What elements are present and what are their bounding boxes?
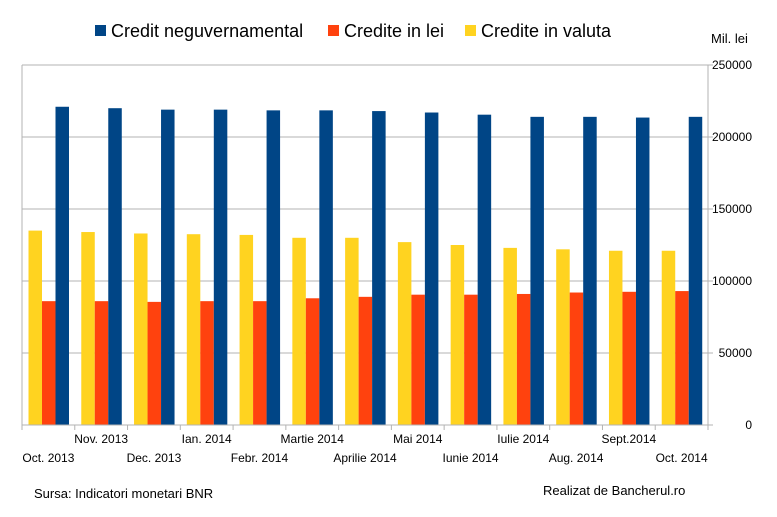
y-tick-label: 250000: [712, 58, 752, 72]
legend-label-credit-neguvernamental: Credit neguvernamental: [111, 21, 303, 41]
bar-credite-in-lei-dec-2013: [147, 301, 162, 425]
x-tick-label-martie-2014: Martie 2014: [281, 432, 345, 446]
x-tick-label-mai-2014: Mai 2014: [393, 432, 443, 446]
bar-credite-in-lei-aug-2014: [569, 292, 584, 425]
bar-credit-neguvernamental-sept-2014: [635, 117, 650, 425]
bar-credite-in-valuta-ian-2014: [186, 234, 201, 425]
legend-label-credite-in-valuta: Credite in valuta: [481, 21, 612, 41]
bar-credite-in-valuta-aug-2014: [556, 249, 570, 425]
bar-credite-in-lei-febr-2014: [253, 301, 267, 425]
bar-credite-in-lei-aprilie-2014: [358, 296, 373, 425]
bar-credit-neguvernamental-mai-2014: [424, 112, 439, 426]
bar-credit-neguvernamental-nov-2013: [108, 108, 122, 425]
legend-swatch-credite-in-lei: [328, 25, 339, 36]
legend-swatch-credit-neguvernamental: [95, 25, 106, 36]
bar-credite-in-valuta-nov-2013: [81, 232, 95, 425]
bar-credite-in-lei-sept-2014: [622, 291, 636, 425]
bar-credite-in-lei-oct-2014: [675, 291, 689, 425]
bar-credit-neguvernamental-dec-2013: [161, 109, 175, 425]
y-tick-label: 100000: [712, 274, 752, 288]
bar-credite-in-lei-iunie-2014: [464, 294, 478, 425]
x-tick-label-oct-2013: Oct. 2013: [22, 451, 74, 465]
source-note: Sursa: Indicatori monetari BNR: [34, 486, 214, 501]
chart-legend: Credit neguvernamental Credite in lei Cred…: [95, 21, 612, 41]
x-tick-label-oct-2014: Oct. 2014: [656, 451, 708, 465]
bar-credite-in-valuta-aprilie-2014: [345, 237, 359, 425]
x-tick-label-febr-2014: Febr. 2014: [231, 451, 289, 465]
x-tick-label-nov-2013: Nov. 2013: [74, 432, 128, 446]
x-tick-label-dec-2013: Dec. 2013: [127, 451, 182, 465]
x-tick-label-iunie-2014: Iunie 2014: [443, 451, 499, 465]
bar-credite-in-valuta-iunie-2014: [450, 245, 465, 425]
bar-credite-in-valuta-sept-2014: [608, 250, 623, 425]
chart-bars: [28, 106, 703, 426]
legend-label-credite-in-lei: Credite in lei: [344, 21, 444, 41]
y-tick-label: 200000: [712, 130, 752, 144]
bar-credite-in-valuta-oct-2014: [661, 250, 676, 425]
bar-credite-in-valuta-martie-2014: [292, 237, 306, 425]
x-tick-label-aug-2014: Aug. 2014: [549, 451, 604, 465]
bar-credite-in-lei-iulie-2014: [516, 293, 531, 425]
x-tick-label-ian-2014: Ian. 2014: [182, 432, 232, 446]
x-tick-label-sept-2014: Sept.2014: [601, 432, 656, 446]
credit-note: Realizat de Bancherul.ro: [543, 483, 686, 498]
bar-credit-neguvernamental-martie-2014: [319, 110, 333, 426]
y-tick-label: 0: [745, 418, 752, 432]
bar-credit-neguvernamental-ian-2014: [213, 109, 228, 425]
bar-chart: Credit neguvernamental Credite in lei Cred…: [21, 21, 752, 465]
bar-credite-in-valuta-oct-2013: [28, 230, 42, 425]
x-tick-label-iulie-2014: Iulie 2014: [497, 432, 549, 446]
y-tick-label: 50000: [719, 346, 753, 360]
y-axis-ticks: 0 50000 100000 150000 200000 250000: [712, 58, 752, 432]
bar-credit-neguvernamental-febr-2014: [266, 110, 281, 426]
bar-credite-in-lei-martie-2014: [305, 298, 320, 425]
bar-credite-in-valuta-febr-2014: [239, 234, 254, 425]
bar-credite-in-lei-oct-2013: [42, 301, 56, 425]
legend-swatch-credite-in-valuta: [465, 25, 476, 36]
bar-credite-in-lei-mai-2014: [411, 294, 425, 425]
bar-credite-in-valuta-iulie-2014: [503, 247, 517, 425]
bar-credit-neguvernamental-iunie-2014: [477, 114, 492, 426]
bar-credite-in-lei-nov-2013: [94, 301, 109, 425]
bar-credit-neguvernamental-aug-2014: [583, 116, 597, 425]
bar-credit-neguvernamental-oct-2013: [55, 106, 69, 425]
bar-credit-neguvernamental-oct-2014: [688, 116, 703, 425]
chart-axes: [21, 64, 713, 430]
y-tick-label: 150000: [712, 202, 752, 216]
bar-credit-neguvernamental-iulie-2014: [530, 116, 544, 425]
bar-credit-neguvernamental-aprilie-2014: [372, 111, 386, 425]
bar-credite-in-valuta-mai-2014: [397, 242, 412, 425]
y-axis-unit-label: Mil. lei: [711, 31, 748, 46]
bar-credite-in-valuta-dec-2013: [134, 233, 148, 425]
bar-credite-in-lei-ian-2014: [200, 301, 214, 425]
x-tick-label-aprilie-2014: Aprilie 2014: [333, 451, 397, 465]
